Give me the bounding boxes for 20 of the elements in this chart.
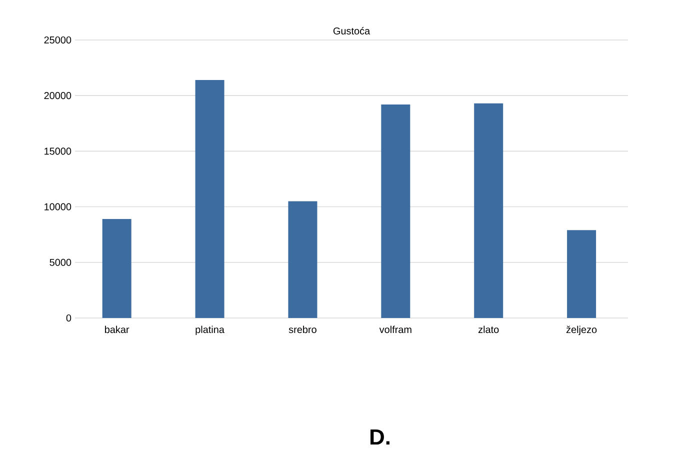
bar [288, 201, 318, 318]
x-tick-label: željezo [566, 326, 597, 336]
bar [474, 103, 504, 318]
x-tick-label: platina [196, 326, 224, 336]
y-tick-label: 15000 [44, 148, 72, 155]
y-tick-label: 20000 [44, 92, 72, 100]
chart-title: Gustoća [333, 27, 370, 34]
bar [195, 80, 224, 318]
x-tick-label: srebro [288, 326, 316, 334]
y-tick-label: 0 [66, 314, 72, 322]
text: D. [370, 429, 390, 445]
y-tick-label: 10000 [44, 203, 72, 210]
y-tick-label: 5000 [50, 258, 72, 266]
x-tick-label: volfram [379, 326, 412, 334]
bar [567, 230, 596, 318]
bar [102, 219, 132, 318]
x-tick-label: zlato [478, 326, 499, 334]
x-tick-label: bakar [105, 326, 130, 334]
y-tick-label: 25000 [44, 36, 72, 44]
bar [381, 104, 410, 318]
